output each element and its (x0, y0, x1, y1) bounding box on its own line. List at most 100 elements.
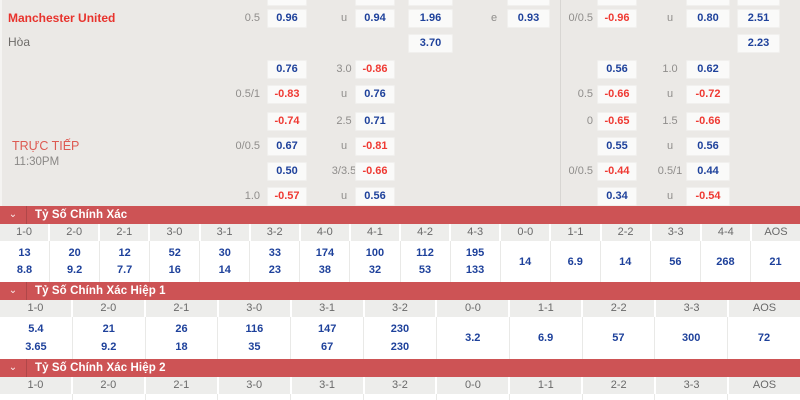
score-odds-cell[interactable] (655, 394, 729, 400)
odds-cell[interactable]: 0.62 (686, 60, 730, 79)
odds-cell[interactable]: -0.86 (355, 60, 395, 79)
market-block-divider (560, 0, 561, 206)
handicap-line-label: 3.0 (336, 63, 352, 75)
score-odds-cell[interactable]: 20 9.2 (50, 241, 101, 282)
score-odds-cell[interactable] (291, 394, 365, 400)
odds-cell[interactable] (686, 0, 730, 6)
odds-cell[interactable]: 0.56 (597, 60, 637, 79)
odds-cell[interactable]: -0.83 (267, 85, 307, 104)
score-odds-cell[interactable]: 174 38 (300, 241, 351, 282)
score-odds-cell[interactable]: 112 53 (401, 241, 451, 282)
handicap-line-label: u (666, 88, 674, 100)
score-odds-cell[interactable]: 195 133 (451, 241, 501, 282)
score-odds-cell[interactable]: 33 23 (250, 241, 301, 282)
odds-cell[interactable]: 0.76 (355, 85, 395, 104)
score-odds-cell[interactable]: 57 (583, 317, 656, 359)
score-odds-cell[interactable] (510, 394, 583, 400)
odds-cell[interactable]: -0.66 (355, 162, 395, 181)
handicap-line-label: 0.5 (577, 88, 593, 100)
odds-cell[interactable]: 1.96 (408, 9, 453, 28)
score-odds-cell[interactable]: 14 (501, 241, 551, 282)
odds-cell[interactable] (737, 0, 780, 6)
odds-cell[interactable]: -0.96 (597, 9, 637, 28)
odds-cell[interactable] (597, 0, 637, 6)
score-odds-cell[interactable]: 3.2 (437, 317, 510, 359)
odds-cell[interactable]: 0.94 (355, 9, 395, 28)
section-title: Tỷ Số Chính Xác Hiệp 1 (35, 285, 166, 297)
score-odds-cell[interactable]: 26 18 (146, 317, 219, 359)
odds-cell[interactable]: 0.50 (267, 162, 307, 181)
odds-cell[interactable]: 0.34 (597, 187, 637, 206)
odds-cell[interactable]: 2.23 (737, 34, 780, 53)
score-odds-cell[interactable]: 56 (651, 241, 701, 282)
odds-cell[interactable]: 0.96 (267, 9, 307, 28)
score-odds-cell[interactable] (146, 394, 219, 400)
score-odds-cell[interactable] (437, 394, 510, 400)
odds-cell[interactable] (408, 0, 453, 6)
section-header-bar[interactable]: ⌄ Tỷ Số Chính Xác (0, 206, 800, 224)
score-odds-cell[interactable]: 14 (601, 241, 651, 282)
score-values-row: 5.4 3.65 21 9.2 26 18 116 35 147 67 230 230 3.2 6.9 57… (0, 317, 800, 359)
odds-cell[interactable]: 0.56 (355, 187, 395, 206)
odds-cell[interactable]: 0.93 (507, 9, 550, 28)
odds-cell[interactable]: 3.70 (408, 34, 453, 53)
section-header-bar[interactable]: ⌄ Tỷ Số Chính Xác Hiệp 2 (0, 359, 800, 377)
odds-cell[interactable] (507, 0, 550, 6)
odds-cell[interactable]: -0.57 (267, 187, 307, 206)
score-odds-cell[interactable]: 72 (728, 317, 800, 359)
handicap-line-label: u (666, 12, 674, 24)
score-odds-cell[interactable]: 116 35 (218, 317, 292, 359)
score-odds-cell[interactable] (364, 394, 437, 400)
score-odds-value: 57 (612, 332, 625, 344)
score-odds-cell[interactable]: 147 67 (291, 317, 365, 359)
score-column-header: 1-1 (510, 300, 582, 317)
odds-cell[interactable]: -0.72 (686, 85, 730, 104)
odds-cell[interactable]: 0.80 (686, 9, 730, 28)
score-odds-cell[interactable] (73, 394, 146, 400)
score-odds-cell[interactable] (728, 394, 800, 400)
score-odds-cell[interactable]: 52 16 (150, 241, 201, 282)
score-odds-cell[interactable]: 100 32 (350, 241, 401, 282)
score-odds-cell[interactable] (583, 394, 656, 400)
score-odds-cell[interactable] (218, 394, 292, 400)
score-odds-cell[interactable]: 268 (701, 241, 751, 282)
score-odds-cell[interactable]: 230 230 (364, 317, 437, 359)
odds-cell[interactable]: 0.76 (267, 60, 307, 79)
odds-cell[interactable]: 0.71 (355, 112, 395, 131)
chevron-down-icon[interactable]: ⌄ (8, 362, 18, 373)
odds-cell[interactable]: 0.67 (267, 137, 307, 156)
score-odds-cell[interactable] (0, 394, 73, 400)
odds-cell[interactable]: -0.44 (597, 162, 637, 181)
score-odds-cell[interactable]: 13 8.8 (0, 241, 51, 282)
odds-cell[interactable]: -0.66 (597, 85, 637, 104)
odds-cell[interactable] (355, 0, 395, 6)
score-odds-cell[interactable]: 12 7.7 (100, 241, 151, 282)
score-column-header: 3-0 (218, 300, 290, 317)
section-title: Tỷ Số Chính Xác Hiệp 2 (35, 362, 166, 374)
odds-row (0, 0, 800, 6)
score-odds-cell[interactable]: 6.9 (510, 317, 583, 359)
section-header-bar[interactable]: ⌄ Tỷ Số Chính Xác Hiệp 1 (0, 282, 800, 300)
score-odds-cell[interactable]: 21 (751, 241, 800, 282)
score-odds-cell[interactable]: 21 9.2 (73, 317, 146, 359)
score-odds-cell[interactable]: 30 14 (200, 241, 251, 282)
handicap-line-label: u (340, 140, 348, 152)
score-odds-cell[interactable]: 300 (655, 317, 729, 359)
score-odds-cell[interactable]: 5.4 3.65 (0, 317, 73, 359)
odds-cell[interactable]: -0.81 (355, 137, 395, 156)
chevron-down-icon[interactable]: ⌄ (8, 285, 18, 296)
odds-cell[interactable]: -0.54 (686, 187, 730, 206)
odds-cell[interactable]: -0.74 (267, 112, 307, 131)
correct-score-sections: ⌄ Tỷ Số Chính Xác 1-0 2-0 2-1 3-0 3-1 3-2 4-0 4-1… (0, 206, 800, 400)
odds-cell[interactable] (267, 0, 307, 6)
odds-cell[interactable]: 2.51 (737, 9, 780, 28)
odds-cell[interactable]: -0.66 (686, 112, 730, 131)
score-odds-cell[interactable]: 6.9 (551, 241, 601, 282)
chevron-down-icon[interactable]: ⌄ (8, 209, 18, 220)
odds-cell[interactable]: -0.65 (597, 112, 637, 131)
score-odds-value: 230 (390, 323, 410, 336)
odds-cell[interactable]: 0.44 (686, 162, 730, 181)
score-odds-value: 18 (175, 340, 188, 353)
odds-cell[interactable]: 0.56 (686, 137, 730, 156)
odds-cell[interactable]: 0.55 (597, 137, 637, 156)
